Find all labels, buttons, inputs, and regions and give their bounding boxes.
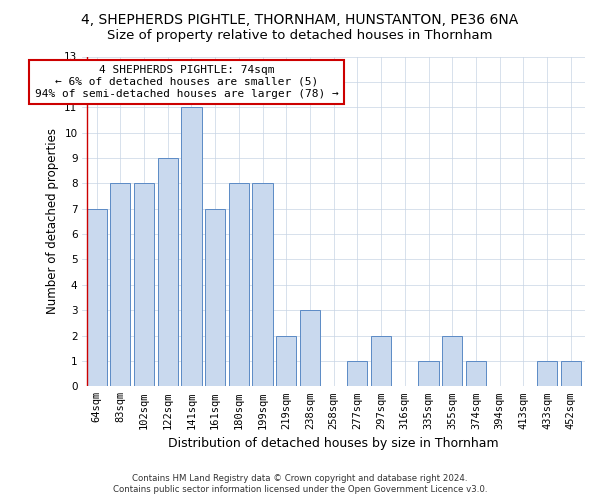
Bar (442, 336, 463, 386)
Text: Contains HM Land Registry data © Crown copyright and database right 2024.
Contai: Contains HM Land Registry data © Crown c… (113, 474, 487, 494)
Bar (537, 361, 557, 386)
Bar (253, 184, 272, 386)
Bar (466, 361, 486, 386)
Bar (347, 361, 367, 386)
Bar (418, 361, 439, 386)
Bar (181, 107, 202, 386)
X-axis label: Distribution of detached houses by size in Thornham: Distribution of detached houses by size … (169, 437, 499, 450)
Bar (560, 361, 581, 386)
Text: 4, SHEPHERDS PIGHTLE, THORNHAM, HUNSTANTON, PE36 6NA: 4, SHEPHERDS PIGHTLE, THORNHAM, HUNSTANT… (82, 12, 518, 26)
Bar (158, 158, 178, 386)
Bar (276, 336, 296, 386)
Bar (205, 208, 225, 386)
Bar (371, 336, 391, 386)
Bar (300, 310, 320, 386)
Bar (86, 208, 107, 386)
Text: 4 SHEPHERDS PIGHTLE: 74sqm
← 6% of detached houses are smaller (5)
94% of semi-d: 4 SHEPHERDS PIGHTLE: 74sqm ← 6% of detac… (35, 66, 338, 98)
Bar (110, 184, 130, 386)
Bar (134, 184, 154, 386)
Y-axis label: Number of detached properties: Number of detached properties (46, 128, 59, 314)
Text: Size of property relative to detached houses in Thornham: Size of property relative to detached ho… (107, 29, 493, 42)
Bar (229, 184, 249, 386)
